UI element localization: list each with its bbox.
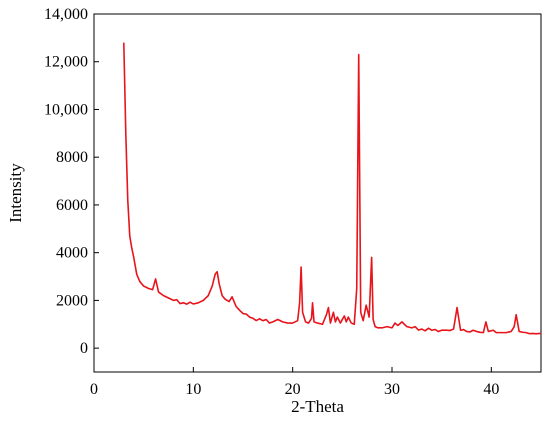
x-axis-title: 2-Theta xyxy=(291,397,344,416)
x-axis: 0 10 20 30 40 xyxy=(90,367,499,398)
y-tick-label: 12,000 xyxy=(44,54,88,71)
y-tick-label: 8000 xyxy=(56,149,88,166)
y-tick-label: 14,000 xyxy=(44,6,88,23)
x-tick-label: 10 xyxy=(185,381,201,398)
plot-frame xyxy=(93,13,542,373)
x-tick-label: 0 xyxy=(90,381,98,398)
intensity-series-line xyxy=(123,42,542,335)
x-tick-label: 40 xyxy=(483,381,499,398)
x-tick-label: 30 xyxy=(384,381,400,398)
y-axis-title: Intensity xyxy=(6,163,25,223)
y-tick-label: 2000 xyxy=(56,292,88,309)
y-tick-label: 10,000 xyxy=(44,101,88,118)
x-tick-label: 20 xyxy=(285,381,301,398)
y-tick-label: 4000 xyxy=(56,245,88,262)
y-axis: 0 2000 4000 6000 8000 10,000 12,000 14,000 xyxy=(44,6,99,357)
y-tick-label: 6000 xyxy=(56,197,88,214)
y-tick-label: 0 xyxy=(80,340,88,357)
